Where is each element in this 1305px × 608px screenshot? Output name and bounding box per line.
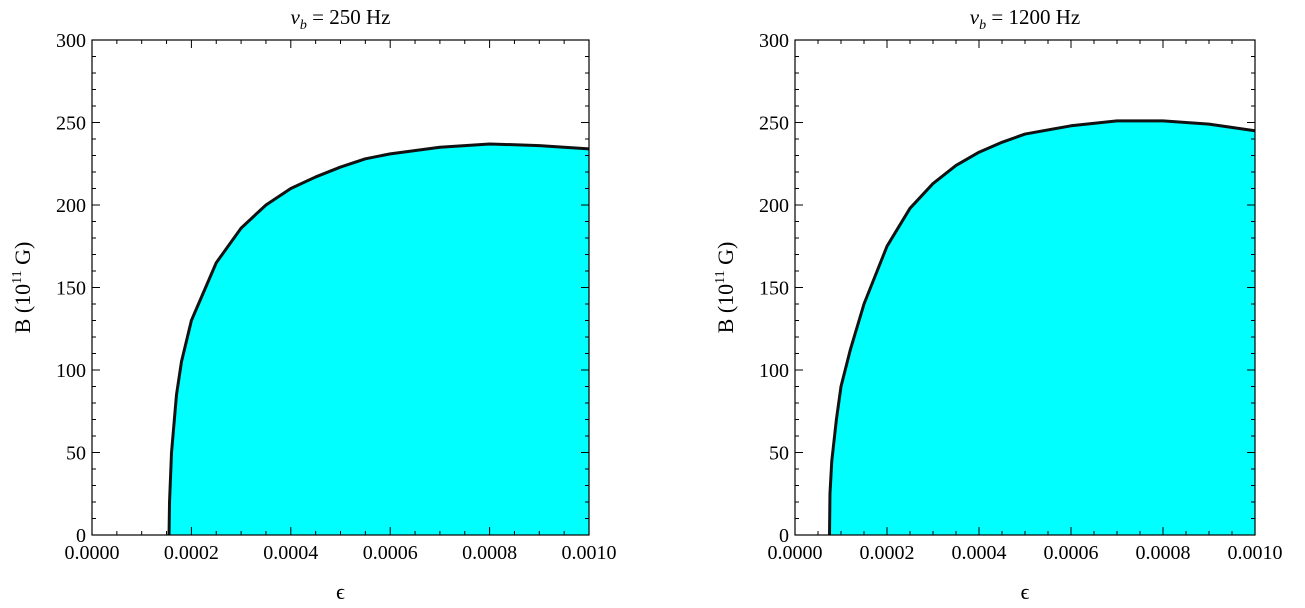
y-tick-label: 250	[56, 113, 86, 135]
chart-panel-2: 0.0000 0.0002 0.0004 0.0006 0.0008 0.0010 0 50 1…	[713, 5, 1283, 604]
y-tick-label: 50	[769, 443, 789, 465]
x-tick-label: 0.0000	[768, 542, 823, 564]
x-tick-label: 0.0010	[1228, 542, 1283, 564]
y-tick-label: 200	[56, 195, 86, 217]
x-axis-label: ϵ	[336, 579, 345, 604]
y-tick-label: 0	[76, 525, 86, 547]
y-tick-label: 300	[759, 30, 789, 52]
y-tick-label: 250	[759, 113, 789, 135]
x-tick-label: 0.0002	[860, 542, 915, 564]
x-axis-label: ϵ	[1021, 579, 1030, 604]
x-tick-label: 0.0002	[164, 542, 219, 564]
y-tick-label: 100	[56, 360, 86, 382]
filled-region	[169, 143, 589, 535]
x-tick-label: 0.0006	[363, 542, 418, 564]
y-tick-label: 150	[759, 278, 789, 300]
boundary-curve	[828, 119, 1256, 536]
x-tick-label: 0.0000	[65, 542, 120, 564]
x-tick-label: 0.0006	[1044, 542, 1099, 564]
chart-title: νb = 1200 Hz	[970, 5, 1080, 33]
axis-ticks	[91, 39, 590, 536]
y-tick-label: 50	[66, 443, 86, 465]
y-tick-label: 150	[56, 278, 86, 300]
x-tick-label: 0.0010	[562, 542, 617, 564]
chart-title: νb = 250 Hz	[291, 5, 391, 33]
y-tick-label: 0	[779, 525, 789, 547]
chart-panel-1: 0.0000 0.0002 0.0004 0.0006 0.0008 0.0010 0 50 1…	[10, 5, 617, 604]
x-tick-label: 0.0004	[263, 542, 318, 564]
x-tick-label: 0.0008	[462, 542, 517, 564]
y-tick-label: 200	[759, 195, 789, 217]
x-tick-label: 0.0004	[952, 542, 1007, 564]
x-tick-label: 0.0008	[1136, 542, 1191, 564]
y-tick-label: 300	[56, 30, 86, 52]
filled-region	[829, 120, 1255, 535]
y-axis-label: B (1011 G)	[713, 242, 738, 334]
axis-ticks	[794, 39, 1256, 536]
y-axis-label: B (1011 G)	[10, 242, 35, 334]
y-tick-label: 100	[759, 360, 789, 382]
boundary-curve	[167, 142, 590, 536]
